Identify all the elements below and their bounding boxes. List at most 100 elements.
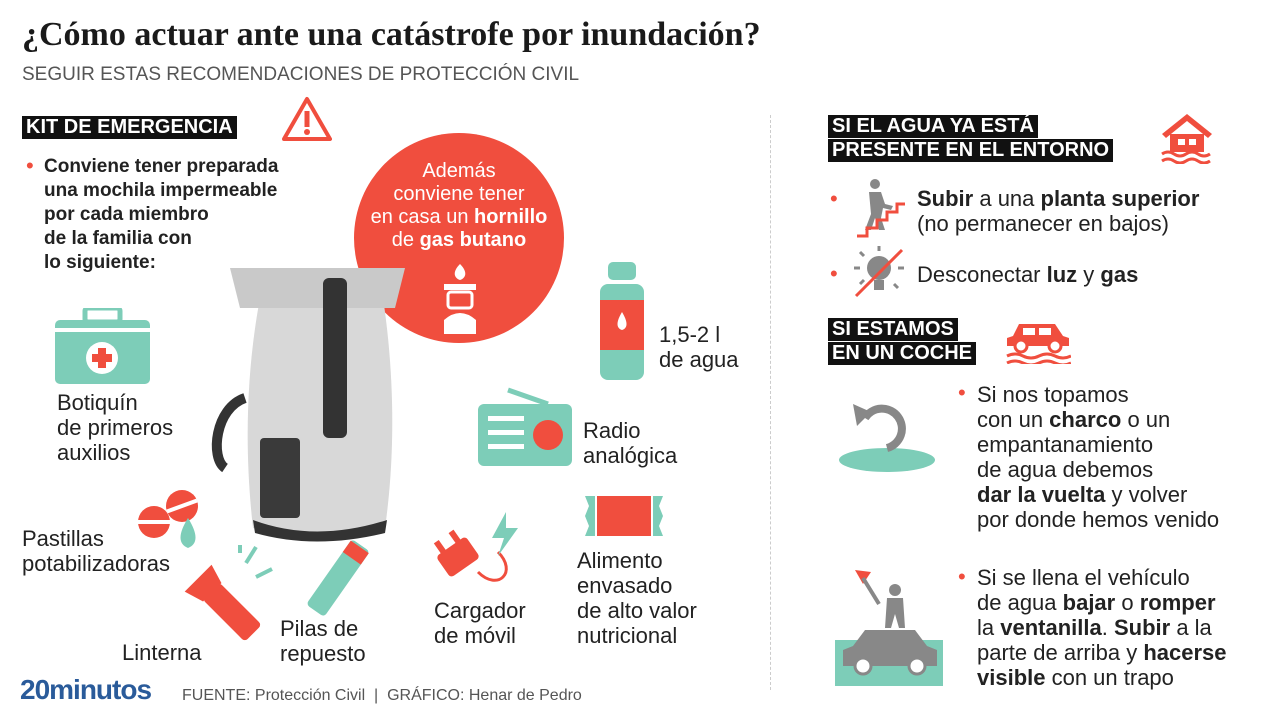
heading-line: SI ESTAMOS xyxy=(828,318,958,341)
label-line: Pilas de xyxy=(280,616,359,641)
bold-text: gas xyxy=(1100,262,1139,287)
text-segment: por donde hemos venido xyxy=(977,507,1220,532)
text-segment: Desconectar xyxy=(917,262,1047,287)
bold-text: Subir xyxy=(917,186,974,211)
text-segment: conviene tener xyxy=(393,183,525,205)
flashlight-label: Linterna xyxy=(122,640,202,665)
text-line: conviene tener xyxy=(354,183,564,206)
text-segment: y volver xyxy=(1105,482,1188,507)
water-present-heading: SI EL AGUA YA ESTÁ PRESENTE EN EL ENTORNO xyxy=(828,115,1114,163)
phone-charger-icon xyxy=(433,512,518,582)
label-line: envasado xyxy=(577,573,673,598)
heading-line: SI EL AGUA YA ESTÁ xyxy=(828,115,1038,138)
text-segment: la xyxy=(977,615,1001,640)
text-segment: (no permanecer en bajos) xyxy=(917,211,1169,236)
text-line: parte de arriba y hacerse xyxy=(977,640,1227,665)
text-segment: en casa un xyxy=(370,206,475,228)
bold-text: visible xyxy=(977,665,1046,690)
text-line: Desconectar luz y gas xyxy=(917,262,1138,287)
text-segment: con un trapo xyxy=(1045,665,1174,690)
bold-text: hornillo xyxy=(474,206,548,228)
intro-line: una mochila impermeable xyxy=(44,180,278,201)
text-line: por donde hemos venido xyxy=(977,507,1219,532)
text-line: visible con un trapo xyxy=(977,665,1227,690)
bold-text: Subir xyxy=(1113,615,1171,640)
intro-line: lo siguiente: xyxy=(44,252,156,273)
heading-line: EN UN COCHE xyxy=(828,342,977,365)
label-line: auxilios xyxy=(57,440,131,465)
backpack-image xyxy=(211,268,405,542)
label-line: Pastillas xyxy=(22,526,104,551)
climbing-stairs-icon xyxy=(857,179,905,238)
text-line: en casa un hornillo xyxy=(354,206,564,229)
warning-icon xyxy=(282,97,332,141)
first-aid-kit-icon xyxy=(55,308,150,384)
person-on-car-icon xyxy=(835,570,943,686)
water-label: 1,5-2 l de agua xyxy=(659,322,739,372)
text-segment: a la xyxy=(1170,615,1212,640)
bullet-dot: • xyxy=(958,380,966,405)
car-heading: SI ESTAMOS EN UN COCHE xyxy=(828,318,977,366)
bold-text: romper xyxy=(1139,590,1216,615)
text-line: con un charco o un xyxy=(977,407,1219,432)
water-bottle-icon xyxy=(600,262,644,380)
text-segment: y xyxy=(1077,262,1101,287)
page-title: ¿Cómo actuar ante una catástrofe por inu… xyxy=(22,16,761,53)
text-segment: . xyxy=(1101,615,1114,640)
vehicle-filled-text: Si se llena el vehículo de agua bajar o r… xyxy=(977,565,1227,690)
label-line: Radio xyxy=(583,418,641,443)
label-line: 1,5-2 l xyxy=(659,322,721,347)
20minutos-logo: 20minutos xyxy=(20,674,152,705)
u-turn-puddle-icon xyxy=(839,404,935,472)
text-line: (no permanecer en bajos) xyxy=(917,211,1199,236)
bullet-dot: • xyxy=(958,564,966,589)
bold-text: bajar xyxy=(1062,590,1116,615)
intro-line: de la familia con xyxy=(44,228,192,249)
text-segment: empantanamiento xyxy=(977,432,1154,457)
text-line: de agua debemos xyxy=(977,457,1219,482)
bullet-dot: • xyxy=(830,261,838,286)
flashlight-icon xyxy=(184,545,273,641)
text-line: la ventanilla. Subir a la xyxy=(977,615,1227,640)
bullet-dot: • xyxy=(26,153,34,178)
page-subtitle: SEGUIR ESTAS RECOMENDACIONES DE PROTECCI… xyxy=(22,64,580,85)
charger-label: Cargador de móvil xyxy=(434,598,526,648)
text-segment: a una xyxy=(973,186,1041,211)
bold-text: dar la vuelta xyxy=(977,482,1106,507)
radio-icon xyxy=(478,387,572,466)
text-line: Si nos topamos xyxy=(977,382,1219,407)
text-line: Si se llena el vehículo xyxy=(977,565,1227,590)
bold-text: planta superior xyxy=(1040,186,1200,211)
heading-line: PRESENTE EN EL ENTORNO xyxy=(828,139,1114,162)
no-light-bulb-icon xyxy=(854,246,904,298)
text-segment: con un xyxy=(977,407,1050,432)
text-segment: Además xyxy=(422,160,496,182)
label-line: Cargador xyxy=(434,598,526,623)
intro-line: por cada miembro xyxy=(44,204,209,225)
text-segment: Si se llena el vehículo xyxy=(977,565,1190,590)
label-line: Botiquín xyxy=(57,390,138,415)
label-line: repuesto xyxy=(280,641,366,666)
column-divider xyxy=(770,115,771,690)
text-segment: de agua xyxy=(977,590,1063,615)
bold-text: hacerse xyxy=(1143,640,1227,665)
gas-stove-icon xyxy=(444,264,476,334)
label-line: de primeros xyxy=(57,415,174,440)
text-line: de gas butano xyxy=(354,229,564,252)
bold-text: gas butano xyxy=(419,229,527,251)
label-line: de alto valor xyxy=(577,598,697,623)
text-segment: de agua debemos xyxy=(977,457,1154,482)
upper-floor-text: Subir a una planta superior (no permanece… xyxy=(917,186,1199,236)
batteries-icon xyxy=(307,540,369,616)
text-line: Subir a una planta superior xyxy=(917,186,1199,211)
kit-intro: Conviene tener preparada una mochila imp… xyxy=(44,155,278,275)
source-credit: FUENTE: Protección Civil | GRÁFICO: Hena… xyxy=(182,687,582,704)
text-line: de agua bajar o romper xyxy=(977,590,1227,615)
bullet-dot: • xyxy=(830,186,838,211)
disconnect-text: Desconectar luz y gas xyxy=(917,262,1138,287)
label-line: de móvil xyxy=(434,623,516,648)
purification-pills-icon xyxy=(138,490,198,548)
kit-heading: KIT DE EMERGENCIA xyxy=(22,116,237,140)
text-line: Además xyxy=(354,160,564,183)
food-label: Alimento envasado de alto valor nutricional xyxy=(577,548,697,648)
